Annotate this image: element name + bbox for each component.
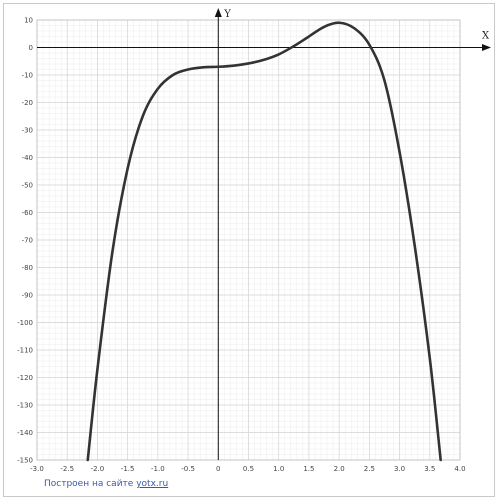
function-plot: XY -3.0 -2.5 -2.0 -1.5 -1.0 -0.5 0 0.5 1.0 1.5 2.0… xyxy=(17,8,491,474)
credit-line: Построен на сайте yotx.ru xyxy=(44,479,168,489)
x-tick-label: -3.0 xyxy=(30,465,44,473)
y-tick-label: -70 xyxy=(22,237,33,245)
axes: XY xyxy=(37,8,491,460)
plot-border xyxy=(36,19,461,461)
x-tick-label: 2.0 xyxy=(334,465,345,473)
y-tick-label: -140 xyxy=(17,429,33,437)
y-tick-label: -120 xyxy=(17,374,33,382)
y-axis-arrow xyxy=(214,8,222,17)
x-tick-label: -2.0 xyxy=(91,465,105,473)
x-tick-label: -1.0 xyxy=(151,465,165,473)
y-tick-label: -150 xyxy=(17,457,33,465)
y-tick-label: -10 xyxy=(22,72,33,80)
x-tick-label: -2.5 xyxy=(60,465,74,473)
tick-labels: -3.0 -2.5 -2.0 -1.5 -1.0 -0.5 0 0.5 1.0 1.5 2.0 2.5… xyxy=(17,17,465,474)
y-tick-label: -20 xyxy=(22,99,33,107)
series-line xyxy=(86,21,442,462)
x-tick-label: 0.5 xyxy=(243,465,254,473)
credit-link[interactable]: yotx.ru xyxy=(136,479,169,489)
x-tick-label: 2.5 xyxy=(364,465,375,473)
y-tick-label: -130 xyxy=(17,402,33,410)
y-tick-label: -90 xyxy=(22,292,33,300)
x-axis-arrow xyxy=(482,44,491,51)
y-tick-label: -40 xyxy=(22,154,33,162)
x-tick-label: -0.5 xyxy=(181,465,195,473)
y-axis-label: Y xyxy=(223,9,231,20)
x-tick-label: 1.0 xyxy=(273,465,284,473)
series-lines xyxy=(86,21,442,462)
x-tick-label: -1.5 xyxy=(121,465,135,473)
y-tick-label: 0 xyxy=(29,44,33,52)
y-tick-label: -30 xyxy=(22,127,33,135)
x-tick-label: 0 xyxy=(216,465,220,473)
credit-text: Построен на сайте xyxy=(44,479,134,489)
y-tick-label: -110 xyxy=(17,347,33,355)
x-tick-label: 1.5 xyxy=(303,465,314,473)
grid xyxy=(36,19,461,461)
y-tick-label: -60 xyxy=(22,209,33,217)
x-tick-label: 3.0 xyxy=(394,465,405,473)
y-tick-label: -100 xyxy=(17,319,33,327)
y-tick-label: -50 xyxy=(22,182,33,190)
x-axis-label: X xyxy=(482,31,490,42)
y-tick-label: -80 xyxy=(22,264,33,272)
x-tick-label: 4.0 xyxy=(454,465,465,473)
x-tick-label: 3.5 xyxy=(424,465,435,473)
y-tick-label: 10 xyxy=(24,17,33,25)
